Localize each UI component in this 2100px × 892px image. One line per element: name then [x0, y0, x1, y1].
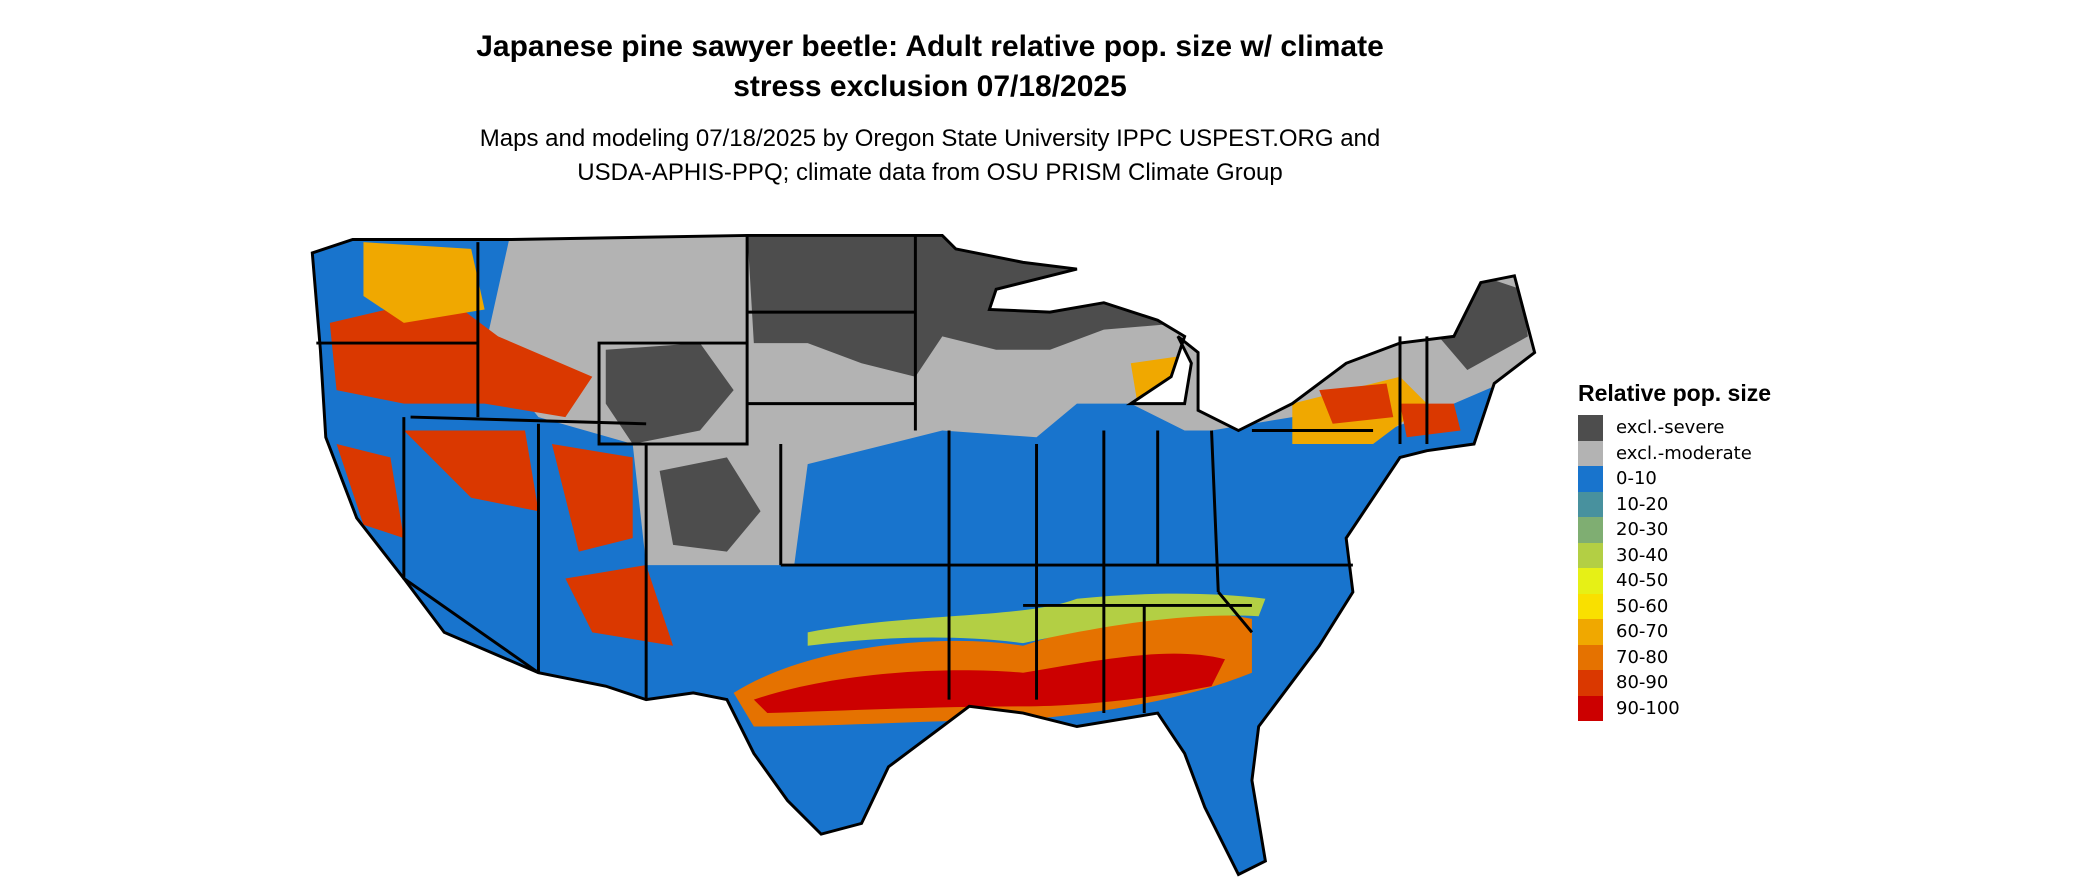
legend-label: 60-70: [1616, 621, 1669, 643]
legend-label: 0-10: [1616, 468, 1657, 490]
legend-swatch: [1578, 466, 1603, 492]
legend-item: 30-40: [1578, 542, 1771, 568]
legend-label: 10-20: [1616, 493, 1669, 515]
legend-label: excl.-severe: [1616, 417, 1725, 439]
subtitle-line-2: USDA-APHIS-PPQ; climate data from OSU PR…: [577, 159, 1283, 186]
legend-item: 90-100: [1578, 695, 1771, 721]
legend-item: excl.-severe: [1578, 415, 1771, 441]
legend-item: 70-80: [1578, 644, 1771, 670]
legend-item: 0-10: [1578, 466, 1771, 492]
legend-label: 40-50: [1616, 570, 1669, 592]
legend-item: 50-60: [1578, 593, 1771, 619]
legend-label: 90-100: [1616, 697, 1680, 719]
legend-swatch: [1578, 542, 1603, 568]
legend-item: 10-20: [1578, 491, 1771, 517]
legend-label: 30-40: [1616, 544, 1669, 566]
legend-label: 70-80: [1616, 646, 1669, 668]
map-subtitle: Maps and modeling 07/18/2025 by Oregon S…: [330, 122, 1530, 190]
legend-swatch: [1578, 670, 1603, 696]
legend-swatch: [1578, 568, 1603, 594]
legend: Relative pop. size excl.-severe excl.-mod…: [1578, 380, 1771, 721]
legend-swatch: [1578, 593, 1603, 619]
map-fill: [312, 235, 1535, 875]
legend-swatch: [1578, 415, 1603, 441]
state-borders: [310, 233, 1537, 876]
zone-very-high-south: [753, 653, 1225, 714]
legend-swatch: [1578, 491, 1603, 517]
legend-swatch: [1578, 440, 1603, 466]
zone-high-west: [329, 295, 674, 646]
map-title: Japanese pine sawyer beetle: Adult relat…: [330, 27, 1530, 107]
legend-item: 20-30: [1578, 517, 1771, 543]
legend-label: 20-30: [1616, 519, 1669, 541]
legend-swatch: [1578, 644, 1603, 670]
zone-excl-severe-wy: [605, 343, 761, 552]
legend-swatch: [1578, 517, 1603, 543]
legend-label: excl.-moderate: [1616, 442, 1752, 464]
legend-item: 40-50: [1578, 568, 1771, 594]
title-line-2: stress exclusion 07/18/2025: [733, 70, 1127, 103]
legend-item: 60-70: [1578, 619, 1771, 645]
title-line-1: Japanese pine sawyer beetle: Adult relat…: [476, 30, 1384, 63]
legend-title: Relative pop. size: [1578, 380, 1772, 406]
legend-label: 80-90: [1616, 672, 1669, 694]
zone-excl-severe-ne: [1426, 275, 1528, 370]
legend-label: 50-60: [1616, 595, 1669, 617]
subtitle-line-1: Maps and modeling 07/18/2025 by Oregon S…: [479, 125, 1381, 152]
zone-low-ne: [1319, 383, 1461, 438]
legend-item: 80-90: [1578, 670, 1771, 696]
legend-swatch: [1578, 695, 1603, 721]
legend-item: excl.-moderate: [1578, 440, 1771, 466]
legend-swatch: [1578, 619, 1603, 645]
